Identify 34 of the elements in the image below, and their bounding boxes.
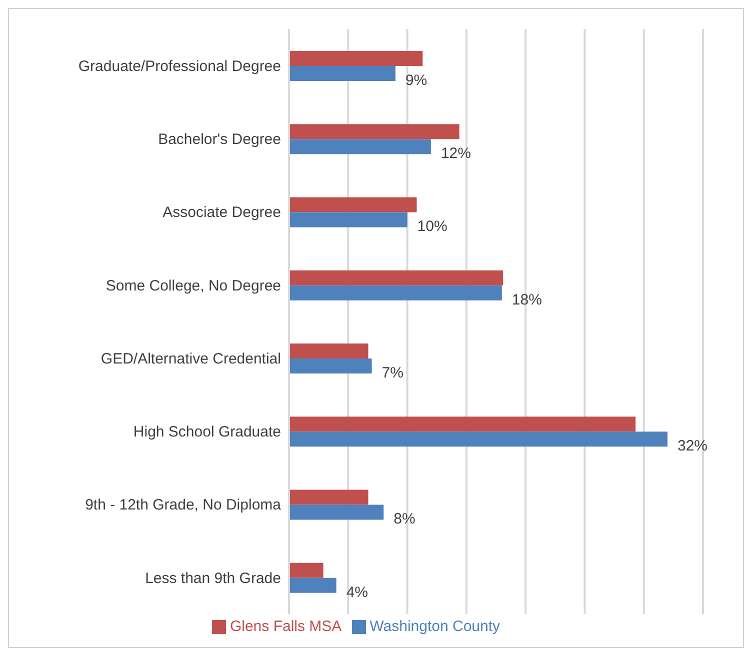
bar <box>289 416 636 432</box>
bar <box>289 197 417 212</box>
data-label: 12% <box>440 145 471 162</box>
bar <box>289 139 431 154</box>
data-label: 4% <box>346 584 368 601</box>
y-tick-label: Graduate/Professional Degree <box>78 58 281 75</box>
y-tick-label: High School Graduate <box>133 424 281 441</box>
bar <box>289 212 408 228</box>
y-tick-label: Bachelor's Degree <box>158 131 281 148</box>
bar <box>289 578 336 593</box>
bar <box>289 562 324 578</box>
data-label: 18% <box>512 291 542 308</box>
bar <box>289 124 460 140</box>
bar <box>289 432 668 447</box>
data-label: 10% <box>417 218 448 236</box>
data-label: 32% <box>678 438 708 455</box>
legend-label: Washington County <box>370 618 500 635</box>
data-label: 9% <box>405 72 428 89</box>
y-tick-label: GED/Alternative Credential <box>100 350 281 368</box>
y-tick-label: Associate Degree <box>162 204 281 222</box>
bar <box>289 490 368 505</box>
data-label: 8% <box>394 510 416 528</box>
bar <box>289 50 423 66</box>
y-tick-label: Less than 9th Grade <box>145 570 281 587</box>
y-tick-label: 9th - 12th Grade, No Diploma <box>85 496 282 514</box>
bar <box>289 358 372 374</box>
data-label: 7% <box>382 364 404 382</box>
bar <box>289 504 384 520</box>
legend-label: Glens Falls MSA <box>230 618 342 635</box>
y-tick-label: Some College, No Degree <box>106 277 281 294</box>
bar <box>289 343 368 358</box>
bar <box>289 285 502 300</box>
bar <box>289 270 504 286</box>
bar <box>289 66 396 81</box>
